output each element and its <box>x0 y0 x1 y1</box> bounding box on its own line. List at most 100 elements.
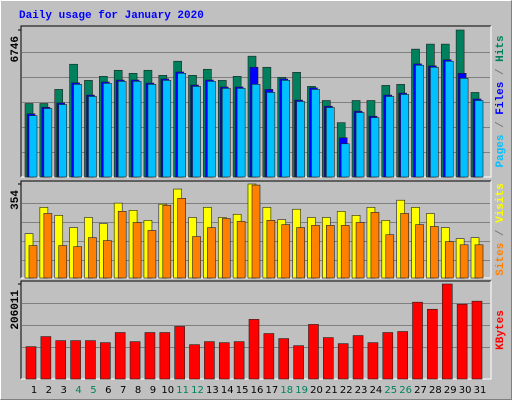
legend-separator: / <box>495 121 507 128</box>
x-tick-label: 2 <box>46 385 52 396</box>
x-tick-label: 1 <box>31 385 37 396</box>
bar <box>25 346 37 380</box>
bar <box>397 331 408 380</box>
bar <box>174 326 185 380</box>
bar <box>103 83 112 178</box>
x-tick-label: 13 <box>206 385 219 396</box>
bar <box>114 332 126 380</box>
x-tick-label: 27 <box>414 385 427 396</box>
bar <box>355 112 365 178</box>
legend-entry: Files <box>495 82 507 115</box>
bar <box>352 335 364 380</box>
x-tick-label: 19 <box>295 385 308 396</box>
x-tick-label: 18 <box>280 385 293 396</box>
bar <box>144 332 156 380</box>
bar <box>129 341 141 380</box>
bar <box>427 308 438 380</box>
panel-edge <box>20 280 491 379</box>
bar <box>456 303 468 380</box>
bar <box>58 245 68 279</box>
bar <box>251 184 261 279</box>
series-legend: Sites / Visits <box>495 183 507 275</box>
bar <box>132 222 142 279</box>
x-tick-label: 6 <box>105 385 111 396</box>
x-tick-label: 4 <box>75 385 81 396</box>
bar <box>337 343 349 380</box>
bar <box>326 107 335 178</box>
bar <box>207 227 216 279</box>
bar <box>236 88 246 178</box>
series-legend: KBytes <box>495 310 507 350</box>
legend-separator <box>495 128 507 135</box>
x-tick-label: 12 <box>191 385 204 396</box>
bar <box>296 227 305 279</box>
series-legend: Pages / Files / Hits <box>495 35 507 167</box>
bar <box>382 332 394 380</box>
x-tick-label: 3 <box>61 385 67 396</box>
bar <box>221 88 231 178</box>
bar <box>281 80 291 178</box>
bar <box>55 340 67 380</box>
bar <box>132 81 142 178</box>
legend-separator <box>495 62 507 69</box>
bar <box>103 240 112 279</box>
bar <box>233 341 245 380</box>
bar <box>177 198 186 279</box>
bar <box>88 237 97 279</box>
bar <box>385 234 395 279</box>
bar <box>162 204 172 279</box>
bar <box>266 92 276 178</box>
bar <box>370 117 380 178</box>
bar <box>207 81 216 178</box>
bar <box>88 96 97 178</box>
bar <box>218 342 230 380</box>
x-tick-label: 22 <box>340 385 353 396</box>
x-tick-label: 25 <box>384 385 397 396</box>
bar <box>308 324 319 380</box>
bar <box>459 244 469 279</box>
x-tick-label: 8 <box>135 385 141 396</box>
bar <box>177 72 186 178</box>
legend-entry: KBytes <box>495 310 507 350</box>
bar <box>355 222 365 279</box>
legend-separator: / <box>495 68 507 75</box>
bar <box>73 84 82 178</box>
x-tick-label: 15 <box>236 385 249 396</box>
x-tick-label: 9 <box>150 385 156 396</box>
bar <box>441 283 453 380</box>
bar <box>43 108 53 178</box>
bar <box>385 96 395 178</box>
bar <box>58 104 68 178</box>
bar <box>459 78 469 178</box>
bar <box>147 230 157 279</box>
bar <box>221 218 231 279</box>
x-tick-label: 7 <box>120 385 126 396</box>
bar <box>85 340 96 380</box>
legend-separator <box>495 75 507 82</box>
bar <box>28 115 38 178</box>
x-tick-label: 31 <box>474 385 487 396</box>
x-tick-label: 17 <box>265 385 278 396</box>
x-tick-label: 26 <box>399 385 412 396</box>
bar <box>192 86 201 178</box>
bar <box>471 300 483 380</box>
bar <box>251 84 261 178</box>
bar <box>263 333 275 380</box>
y-max-label: 354 <box>10 190 22 210</box>
legend-entry: Hits <box>495 35 507 61</box>
x-tick-label: 30 <box>459 385 472 396</box>
bar <box>40 336 52 380</box>
bar <box>281 224 291 279</box>
panel-edge <box>20 180 491 278</box>
legend-entry: Visits <box>495 183 507 223</box>
bar <box>415 64 424 178</box>
bar <box>248 319 260 380</box>
x-tick-label: 20 <box>310 385 323 396</box>
panel-edge <box>20 25 491 177</box>
bar <box>474 244 484 279</box>
bar <box>28 245 38 279</box>
bar <box>412 301 423 380</box>
bar <box>73 246 82 279</box>
